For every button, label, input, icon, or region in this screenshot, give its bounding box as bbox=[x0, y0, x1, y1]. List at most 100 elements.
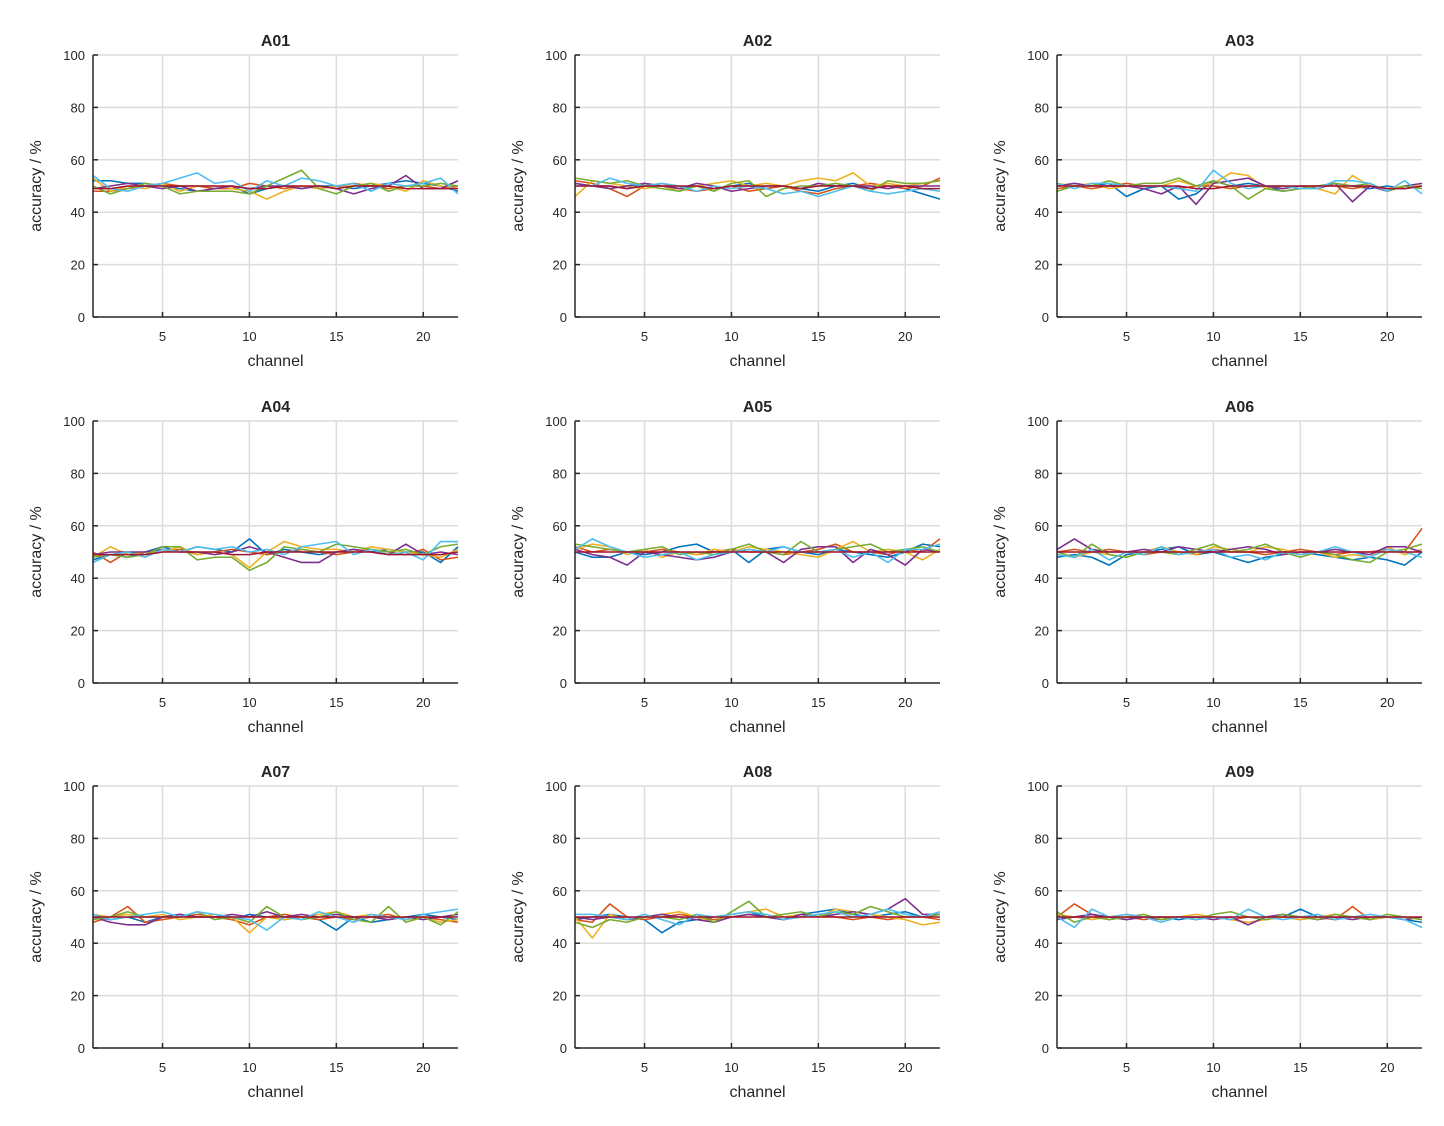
x-tick-label: 5 bbox=[1123, 1060, 1130, 1075]
chart-panel: 0 20 40 60 80 100 5 10 15 20 A02 channel accuracy / … bbox=[510, 33, 941, 370]
x-tick-label: 10 bbox=[242, 1060, 256, 1075]
x-tick-label: 5 bbox=[159, 695, 166, 710]
x-tick-label: 10 bbox=[1206, 1060, 1220, 1075]
chart-panel: 0 20 40 60 80 100 5 10 15 20 A04 channel accuracy / … bbox=[28, 399, 459, 736]
x-tick-label: 15 bbox=[1293, 329, 1307, 344]
y-tick-label: 60 bbox=[553, 884, 567, 899]
y-tick-label: 0 bbox=[78, 310, 85, 325]
x-tick-label: 15 bbox=[1293, 695, 1307, 710]
y-tick-label: 100 bbox=[63, 779, 85, 794]
series-line bbox=[1056, 545, 1423, 566]
x-tick-label: 20 bbox=[898, 695, 912, 710]
panel-title: A01 bbox=[261, 33, 290, 50]
y-tick-label: 40 bbox=[71, 205, 85, 220]
x-tick-label: 5 bbox=[159, 329, 166, 344]
y-tick-label: 40 bbox=[71, 571, 85, 586]
series-line bbox=[574, 540, 941, 556]
y-tick-label: 0 bbox=[78, 676, 85, 691]
series-line bbox=[93, 551, 459, 556]
y-tick-label: 20 bbox=[71, 624, 85, 639]
y-tick-label: 0 bbox=[1042, 1041, 1049, 1056]
y-tick-label: 20 bbox=[1035, 624, 1049, 639]
y-tick-label: 100 bbox=[1027, 414, 1049, 429]
y-tick-label: 0 bbox=[78, 1041, 85, 1056]
x-tick-label: 5 bbox=[1123, 695, 1130, 710]
y-tick-label: 0 bbox=[560, 676, 567, 691]
x-tick-label: 15 bbox=[329, 1060, 343, 1075]
y-axis-title: accuracy / % bbox=[510, 506, 527, 598]
x-tick-label: 10 bbox=[724, 329, 738, 344]
y-tick-label: 100 bbox=[63, 414, 85, 429]
x-tick-label: 15 bbox=[811, 329, 825, 344]
y-tick-label: 80 bbox=[71, 831, 85, 846]
series-line bbox=[575, 177, 941, 198]
panel-title: A06 bbox=[1225, 399, 1254, 416]
y-tick-label: 40 bbox=[1035, 571, 1049, 586]
chart-panel: 0 20 40 60 80 100 5 10 15 20 A03 channel accuracy / … bbox=[992, 33, 1423, 370]
series-line bbox=[574, 900, 941, 929]
x-tick-label: 20 bbox=[1380, 1060, 1394, 1075]
y-axis-title: accuracy / % bbox=[28, 140, 45, 232]
x-tick-label: 5 bbox=[641, 695, 648, 710]
series-line bbox=[1056, 177, 1423, 200]
y-tick-label: 0 bbox=[1042, 310, 1049, 325]
y-axis-title: accuracy / % bbox=[992, 871, 1009, 963]
x-tick-label: 20 bbox=[1380, 329, 1394, 344]
y-tick-label: 100 bbox=[545, 48, 567, 63]
x-tick-label: 20 bbox=[1380, 695, 1394, 710]
y-tick-label: 60 bbox=[553, 519, 567, 534]
y-tick-label: 100 bbox=[545, 779, 567, 794]
x-tick-label: 10 bbox=[724, 695, 738, 710]
panel-title: A08 bbox=[743, 764, 772, 781]
x-tick-label: 20 bbox=[416, 329, 430, 344]
y-tick-label: 40 bbox=[71, 936, 85, 951]
x-axis-title: channel bbox=[729, 353, 785, 370]
y-axis-title: accuracy / % bbox=[510, 140, 527, 232]
x-tick-label: 10 bbox=[724, 1060, 738, 1075]
x-tick-label: 15 bbox=[329, 329, 343, 344]
chart-panel: 0 20 40 60 80 100 5 10 15 20 A09 channel accuracy / … bbox=[992, 764, 1423, 1101]
series-line bbox=[93, 185, 458, 190]
y-tick-label: 80 bbox=[1035, 100, 1049, 115]
y-tick-label: 40 bbox=[1035, 205, 1049, 220]
x-tick-label: 20 bbox=[416, 695, 430, 710]
x-tick-label: 10 bbox=[242, 695, 256, 710]
y-tick-label: 60 bbox=[71, 519, 85, 534]
y-tick-label: 0 bbox=[560, 310, 567, 325]
series-line bbox=[1056, 908, 1423, 929]
y-tick-label: 80 bbox=[553, 466, 567, 481]
chart-panel: 0 20 40 60 80 100 5 10 15 20 A08 channel accuracy / … bbox=[510, 764, 941, 1101]
series-line bbox=[1056, 172, 1422, 195]
y-tick-label: 80 bbox=[1035, 831, 1049, 846]
y-tick-label: 60 bbox=[1035, 884, 1049, 899]
y-tick-label: 80 bbox=[1035, 466, 1049, 481]
y-tick-label: 20 bbox=[553, 989, 567, 1004]
y-tick-label: 60 bbox=[1035, 519, 1049, 534]
y-tick-label: 80 bbox=[553, 100, 567, 115]
y-tick-label: 20 bbox=[1035, 258, 1049, 273]
panel-title: A07 bbox=[261, 764, 290, 781]
y-tick-label: 20 bbox=[553, 258, 567, 273]
y-tick-label: 0 bbox=[1042, 676, 1049, 691]
x-tick-label: 10 bbox=[1206, 695, 1220, 710]
y-tick-label: 40 bbox=[553, 936, 567, 951]
series-line bbox=[1057, 185, 1423, 190]
y-tick-label: 20 bbox=[71, 258, 85, 273]
y-tick-label: 80 bbox=[71, 100, 85, 115]
chart-panel: 0 20 40 60 80 100 5 10 15 20 A01 channel accuracy / … bbox=[28, 33, 459, 370]
y-tick-label: 80 bbox=[553, 831, 567, 846]
series-line bbox=[575, 185, 940, 190]
series-line bbox=[574, 538, 941, 564]
x-tick-label: 15 bbox=[811, 1060, 825, 1075]
x-axis-title: channel bbox=[247, 353, 303, 370]
series-line bbox=[92, 908, 459, 931]
x-axis-title: channel bbox=[247, 1084, 303, 1101]
panel-title: A03 bbox=[1225, 33, 1254, 50]
y-tick-label: 0 bbox=[560, 1041, 567, 1056]
y-tick-label: 100 bbox=[1027, 779, 1049, 794]
y-tick-label: 60 bbox=[1035, 153, 1049, 168]
y-axis-title: accuracy / % bbox=[510, 871, 527, 963]
chart-panel: 0 20 40 60 80 100 5 10 15 20 A05 channel accuracy / … bbox=[510, 399, 941, 736]
x-tick-label: 20 bbox=[898, 1060, 912, 1075]
